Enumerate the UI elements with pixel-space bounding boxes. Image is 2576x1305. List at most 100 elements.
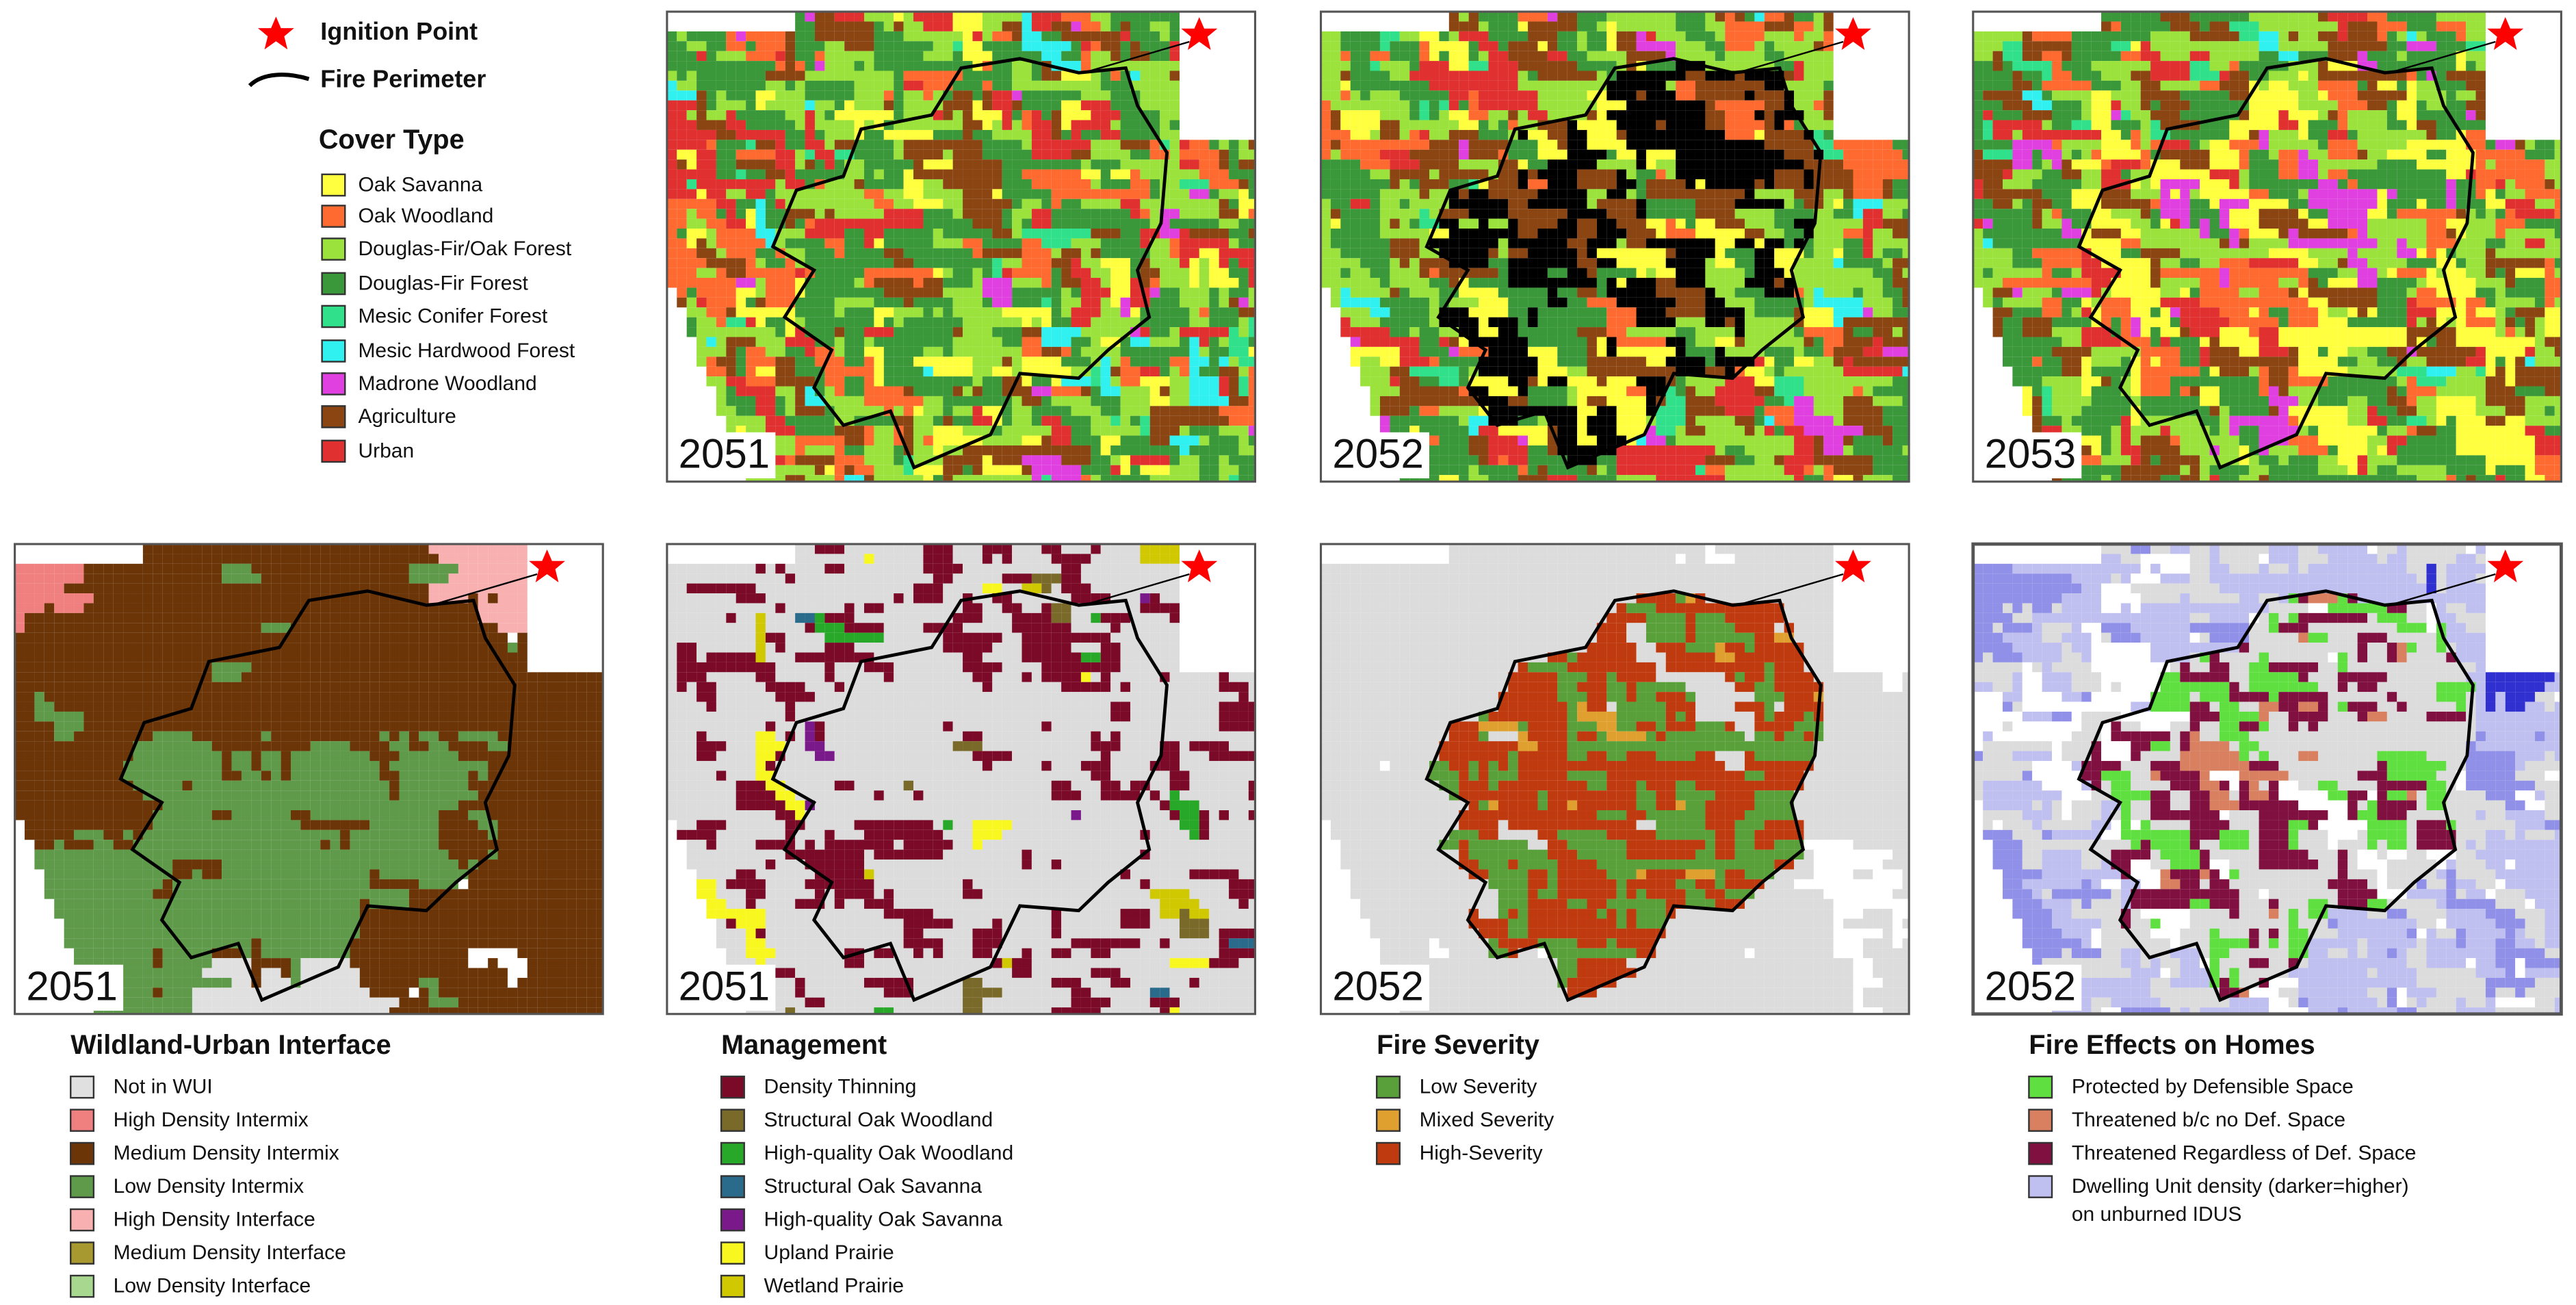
map-cell <box>1813 100 1824 111</box>
map-cell <box>805 51 815 62</box>
map-cell <box>1160 120 1170 130</box>
map-cell <box>1012 297 1022 308</box>
map-cell <box>1902 406 1910 416</box>
map-cell <box>1587 327 1597 337</box>
map-cell <box>963 80 973 91</box>
map-cell <box>1685 396 1695 406</box>
map-cell <box>1656 129 1666 140</box>
map-cell <box>1100 51 1111 62</box>
map-cell <box>1120 31 1130 42</box>
map-cell <box>1399 278 1410 288</box>
map-cell <box>746 179 756 190</box>
map-cell <box>1813 386 1824 396</box>
map-cell <box>677 51 687 62</box>
map-cell <box>1012 140 1022 150</box>
map-cell <box>1061 346 1071 357</box>
map-cell <box>1022 189 1032 199</box>
map-cell <box>1645 278 1656 288</box>
map-cell <box>1248 337 1256 347</box>
map-cell <box>1587 80 1597 91</box>
map-cell <box>1606 110 1617 120</box>
map-cell <box>755 287 766 298</box>
map-cell <box>1902 140 1910 150</box>
map-cell <box>1360 90 1370 101</box>
map-cell <box>1606 258 1617 268</box>
map-cell <box>1390 229 1400 239</box>
map-cell <box>1120 307 1130 318</box>
map-cell <box>1169 120 1180 130</box>
map-cell <box>1498 278 1509 288</box>
map-cell <box>1902 396 1910 406</box>
map-cell <box>1180 357 1190 367</box>
map-cell <box>1528 238 1538 248</box>
map-cell <box>874 80 884 91</box>
map-cell <box>805 248 815 259</box>
map-cell <box>1061 426 1071 436</box>
map-cell <box>1488 100 1498 111</box>
map-cell <box>923 465 933 476</box>
map-cell <box>1784 149 1795 160</box>
map-cell <box>874 110 884 120</box>
map-cell <box>1379 396 1390 406</box>
map-cell <box>952 268 963 279</box>
map-cell <box>677 218 687 229</box>
map-cell <box>1459 317 1469 328</box>
map-cell <box>864 159 874 170</box>
map-cell <box>795 376 805 387</box>
map-cell <box>992 258 1002 268</box>
map-cell <box>844 189 855 199</box>
map-cell <box>982 70 993 81</box>
map-cell <box>1813 327 1824 337</box>
map-cell <box>1645 218 1656 229</box>
map-cell <box>1577 189 1587 199</box>
map-cell <box>1528 346 1538 357</box>
map-cell <box>1774 366 1784 377</box>
map-cell <box>834 337 845 347</box>
map-cell <box>755 169 766 179</box>
map-cell <box>1340 100 1351 111</box>
map-cell <box>1784 366 1795 377</box>
map-cell <box>666 209 677 219</box>
map-cell <box>677 297 687 308</box>
map-cell <box>1616 376 1627 387</box>
map-cell <box>805 80 815 91</box>
map-cell <box>1091 337 1101 347</box>
map-cell <box>1051 31 1062 42</box>
map-cell <box>894 317 904 328</box>
map-cell <box>1626 307 1637 318</box>
map-cell <box>1498 366 1509 377</box>
map-cell <box>1002 307 1013 318</box>
map-cell <box>1695 169 1706 179</box>
map-cell <box>894 475 904 482</box>
map-cell <box>1695 337 1706 347</box>
map-cell <box>1100 12 1111 22</box>
map-cell <box>1537 317 1548 328</box>
map-cell <box>1169 307 1180 318</box>
map-cell <box>1169 465 1180 476</box>
map-cell <box>1002 51 1013 62</box>
map-cell <box>1577 327 1587 337</box>
map-cell <box>1745 238 1755 248</box>
map-cell <box>765 140 776 150</box>
map-cell <box>982 346 993 357</box>
map-cell <box>883 346 894 357</box>
map-cell <box>1370 41 1380 51</box>
map-cell <box>972 51 983 62</box>
map-cell <box>1012 455 1022 465</box>
map-cell <box>992 238 1002 248</box>
map-cell <box>1636 357 1646 367</box>
map-cell <box>1248 297 1256 308</box>
map-cell <box>1022 229 1032 239</box>
map-cell <box>1051 426 1062 436</box>
map-cell <box>1080 317 1091 328</box>
map-cell <box>1330 61 1341 71</box>
map-cell <box>706 169 716 179</box>
map-cell <box>746 169 756 179</box>
map-cell <box>923 179 933 190</box>
map-cell <box>1071 129 1081 140</box>
map-cell <box>1199 475 1210 482</box>
map-cell <box>1209 376 1219 387</box>
map-cell <box>1248 386 1256 396</box>
map-cell <box>1080 41 1091 51</box>
map-cell <box>952 386 963 396</box>
